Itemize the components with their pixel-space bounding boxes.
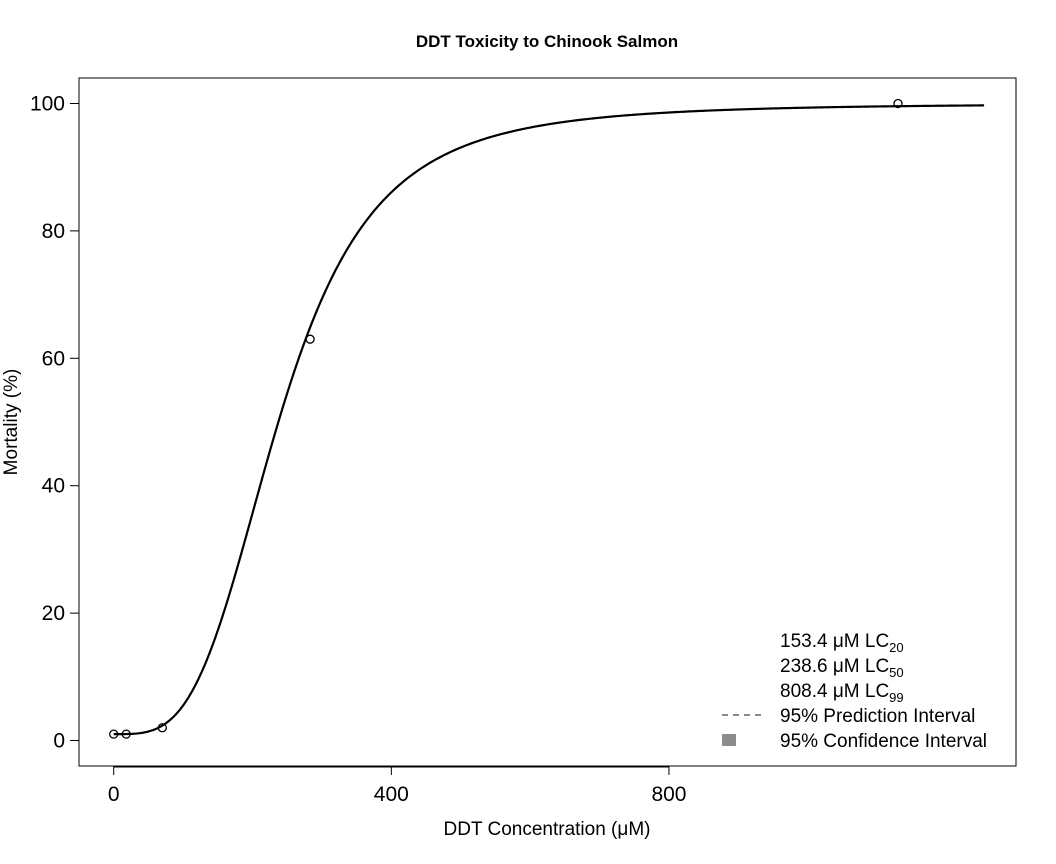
legend-entry: 95% Prediction Interval xyxy=(780,706,975,727)
y-tick-label: 0 xyxy=(53,730,65,753)
legend-entry: 95% Confidence Interval xyxy=(780,731,987,752)
x-tick-label: 800 xyxy=(651,783,686,806)
y-tick-label: 20 xyxy=(42,602,65,625)
chart-title: DDT Toxicity to Chinook Salmon xyxy=(416,32,678,51)
y-tick-label: 40 xyxy=(42,475,65,498)
data-points xyxy=(109,98,903,739)
data-point xyxy=(893,98,903,109)
legend-confidence-symbol xyxy=(722,734,736,746)
y-axis: 0 20 40 60 80 100 xyxy=(30,92,79,753)
plot-frame xyxy=(78,77,1017,767)
y-tick-label: 100 xyxy=(30,92,65,115)
x-axis: 0 400 800 xyxy=(108,766,686,806)
x-tick-label: 400 xyxy=(374,783,409,806)
y-tick-label: 80 xyxy=(42,220,65,243)
legend-entry: 153.4 μM LC20 xyxy=(780,631,904,655)
legend-entry: 808.4 μM LC99 xyxy=(780,681,904,705)
data-point xyxy=(109,729,119,739)
y-axis-label: Mortality (%) xyxy=(1,369,22,476)
y-tick-label: 60 xyxy=(42,347,65,370)
x-tick-label: 0 xyxy=(108,783,120,806)
data-point xyxy=(305,334,315,344)
legend-entry: 238.6 μM LC50 xyxy=(780,656,904,680)
data-point xyxy=(121,729,131,739)
x-axis-label: DDT Concentration (μM) xyxy=(444,819,651,840)
fitted-curve xyxy=(113,104,985,736)
data-point xyxy=(157,723,167,733)
